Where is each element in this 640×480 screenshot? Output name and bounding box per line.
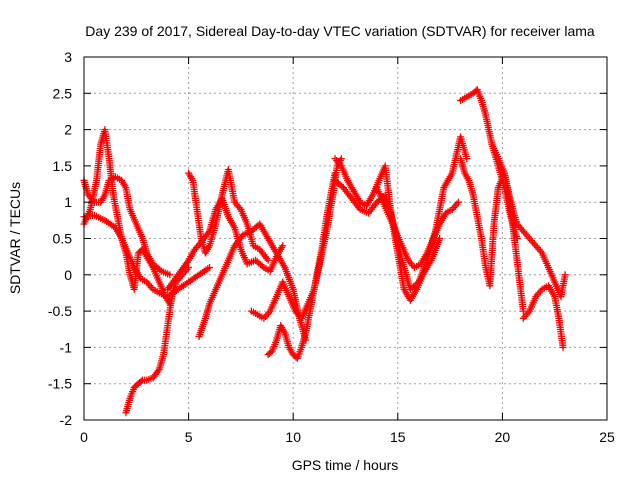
data-point-marker [279,242,287,250]
x-tick-label: 0 [80,429,88,445]
chart-title: Day 239 of 2017, Sidereal Day-to-day VTE… [85,23,595,39]
series-track-a [80,126,174,308]
series-track-b [80,173,174,279]
y-tick-label: -1.5 [48,376,72,392]
x-tick-label: 20 [495,429,511,445]
series-track-n [457,155,527,315]
x-tick-label: 25 [599,429,615,445]
y-tick-label: 0.5 [53,231,73,247]
data-point-marker [166,271,174,279]
y-tick-label: 2 [64,122,72,138]
series-track-o [488,140,569,301]
x-tick-label: 10 [285,429,301,445]
axis-ticks: -2 -1.5 -1 -0.5 0 0.5 1 1.5 2 2.5 3 0 5 10 15 20 25 [48,49,615,445]
data-point-marker [264,256,272,264]
series-track-k [331,133,471,293]
y-tick-label: -2 [60,412,73,428]
data-point-marker [331,169,339,177]
data-point-marker [559,343,567,351]
series-track-p [519,282,567,351]
series-track-i [264,169,339,362]
data-series [80,86,569,417]
data-point-marker [454,198,462,206]
data-point-marker [519,307,527,315]
series-track-g [195,220,310,344]
y-tick-label: 1 [64,194,72,210]
x-axis-label: GPS time / hours [292,457,399,473]
data-point-marker [258,262,266,270]
y-tick-label: 2.5 [53,85,73,101]
data-point-marker [463,155,471,163]
data-point-marker [338,182,346,190]
data-point-marker [206,264,214,272]
y-tick-label: -1 [60,339,73,355]
data-point-marker [561,271,569,279]
x-tick-label: 15 [390,429,406,445]
y-tick-label: 0 [64,267,72,283]
y-tick-label: 1.5 [53,158,73,174]
series-track-f [185,166,272,264]
data-point-marker [337,155,345,163]
y-axis-label: SDTVAR / TECUs [7,182,23,294]
series-track-c [80,211,214,301]
y-tick-label: -0.5 [48,303,72,319]
series-track-l [373,184,462,272]
data-point-marker [156,266,164,274]
data-point-marker [137,377,145,385]
series-track-j [331,155,444,304]
data-point-marker [436,235,444,242]
y-tick-label: 3 [64,49,72,65]
x-tick-label: 5 [185,429,193,445]
